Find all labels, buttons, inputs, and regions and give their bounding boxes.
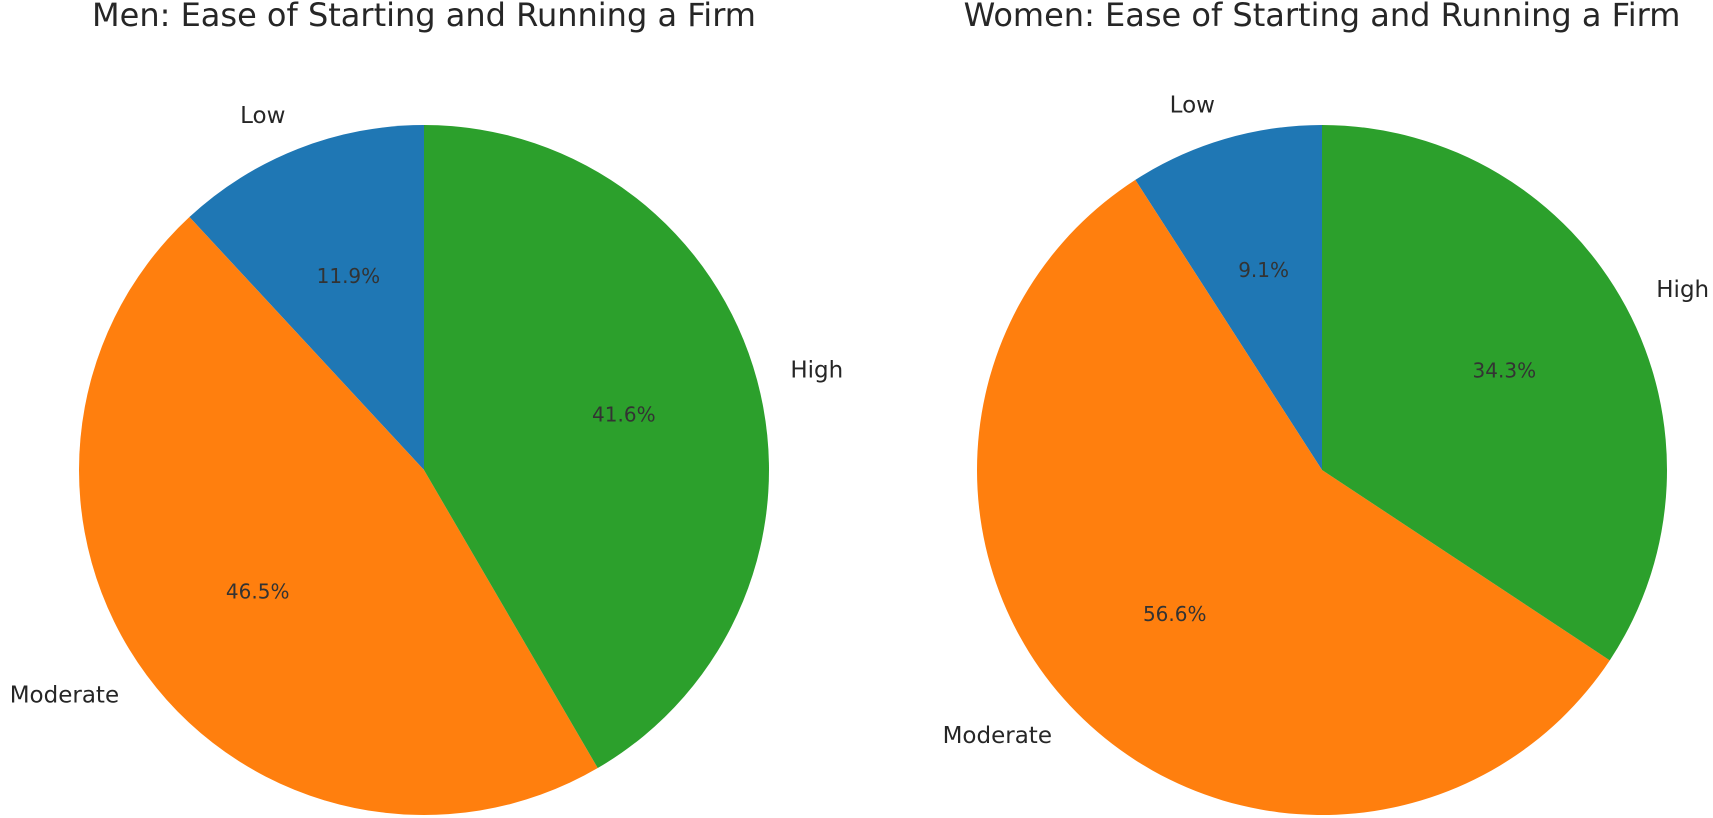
slice-label-men-moderate: Moderate [10,682,119,708]
slice-label-men-high: High [790,358,843,384]
pct-label-women-high: 34.3% [1473,358,1537,382]
pie-women [977,125,1668,815]
slice-label-men-low: Low [240,103,285,129]
pct-label-men-moderate: 46.5% [226,580,290,604]
pie-slice-women-moderate [977,179,1610,815]
pie-slice-men-high [424,125,769,769]
slice-label-women-high: High [1656,277,1709,303]
pie-slice-women-low [1135,125,1322,470]
labels-women: Low 9.1% Moderate 56.6% High 34.3% [943,92,1710,749]
pie-men [78,125,769,816]
slice-label-women-moderate: Moderate [943,723,1052,749]
chart-title-men: Men: Ease of Starting and Running a Firm [92,0,756,34]
pct-label-women-low: 9.1% [1238,258,1289,282]
pct-label-men-low: 11.9% [317,264,381,288]
chart-title-women: Women: Ease of Starting and Running a Fi… [964,0,1681,34]
pie-slice-men-low [189,125,424,470]
chart-women: Women: Ease of Starting and Running a Fi… [943,0,1710,815]
chart-men: Men: Ease of Starting and Running a Firm… [10,0,844,816]
labels-men: Low 11.9% Moderate 46.5% High 41.6% [10,103,844,708]
pct-label-men-high: 41.6% [592,403,656,427]
pie-slice-men-moderate [78,217,598,816]
pie-slice-women-high [1322,125,1668,661]
slice-label-women-low: Low [1170,92,1215,118]
pct-label-women-moderate: 56.6% [1143,602,1207,626]
